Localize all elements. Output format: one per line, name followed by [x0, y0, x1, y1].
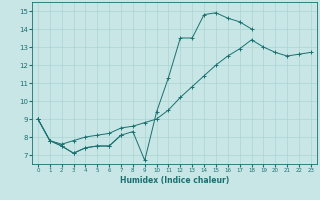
X-axis label: Humidex (Indice chaleur): Humidex (Indice chaleur)	[120, 176, 229, 185]
